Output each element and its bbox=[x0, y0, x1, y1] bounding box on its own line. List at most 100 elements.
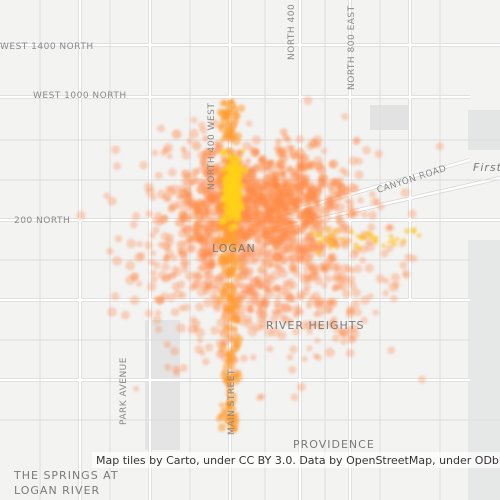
heat-point bbox=[316, 164, 327, 175]
heat-point bbox=[400, 188, 410, 198]
heat-point bbox=[353, 264, 363, 274]
heat-point bbox=[234, 316, 242, 323]
heat-point bbox=[295, 236, 304, 246]
heat-point bbox=[174, 267, 183, 276]
heat-point bbox=[180, 169, 191, 179]
heat-point bbox=[325, 226, 331, 233]
heat-point bbox=[320, 147, 328, 155]
heat-point bbox=[237, 104, 246, 113]
heat-point bbox=[171, 282, 180, 291]
place-label: THE SPRINGS AT bbox=[13, 469, 119, 482]
heat-point bbox=[152, 315, 162, 325]
heat-point bbox=[168, 204, 176, 212]
heat-point bbox=[234, 411, 240, 418]
heat-point bbox=[255, 308, 264, 317]
heat-point bbox=[192, 270, 200, 279]
heat-point bbox=[273, 196, 283, 206]
heat-point bbox=[236, 185, 242, 191]
heat-point bbox=[272, 235, 281, 244]
heat-point bbox=[154, 171, 163, 180]
street-label: WEST 1400 NORTH bbox=[0, 42, 94, 52]
heat-point bbox=[276, 159, 287, 170]
heat-point bbox=[327, 299, 337, 309]
heat-point bbox=[236, 177, 242, 183]
heat-point bbox=[292, 327, 300, 336]
heat-point bbox=[171, 129, 182, 140]
heat-point bbox=[314, 276, 324, 286]
heat-point bbox=[346, 209, 356, 219]
heat-point bbox=[227, 195, 233, 202]
heat-point bbox=[169, 184, 180, 195]
heat-point bbox=[256, 315, 265, 324]
heat-point bbox=[226, 254, 232, 260]
heat-point bbox=[335, 213, 343, 222]
heat-point bbox=[382, 289, 390, 297]
heat-point bbox=[136, 240, 143, 248]
heat-point bbox=[313, 311, 320, 318]
heat-point bbox=[266, 165, 274, 174]
heat-point bbox=[289, 281, 298, 290]
street-label: PARK AVENUE bbox=[119, 357, 129, 425]
heat-point bbox=[249, 354, 257, 361]
heat-point bbox=[137, 251, 146, 261]
heat-point bbox=[348, 267, 356, 274]
heat-point bbox=[262, 273, 272, 283]
heat-point bbox=[411, 229, 416, 234]
heat-point bbox=[145, 210, 154, 218]
heat-point bbox=[107, 196, 117, 206]
heat-points bbox=[76, 95, 444, 434]
heat-point bbox=[317, 322, 325, 331]
heat-point bbox=[216, 260, 224, 268]
heat-point bbox=[277, 285, 288, 296]
heat-point bbox=[312, 299, 321, 308]
heat-point bbox=[176, 323, 186, 333]
heat-point bbox=[289, 264, 297, 272]
heat-point bbox=[346, 305, 356, 315]
heat-point bbox=[185, 234, 195, 244]
heat-point bbox=[265, 187, 275, 197]
heat-point bbox=[290, 393, 299, 402]
heat-point bbox=[230, 336, 238, 344]
heat-point bbox=[265, 289, 275, 299]
heat-point bbox=[228, 307, 236, 315]
heat-point bbox=[226, 397, 233, 404]
heat-point bbox=[203, 297, 213, 308]
heat-point bbox=[246, 120, 253, 127]
heat-point bbox=[227, 154, 235, 161]
heat-point bbox=[364, 263, 374, 273]
heat-point bbox=[222, 100, 228, 106]
heat-point bbox=[156, 297, 164, 305]
heat-point bbox=[182, 225, 193, 236]
heat-point bbox=[221, 314, 227, 320]
heat-point bbox=[280, 224, 287, 232]
heat-point bbox=[391, 238, 396, 243]
heat-point bbox=[321, 282, 328, 289]
heat-point bbox=[340, 338, 347, 346]
heat-point bbox=[360, 295, 371, 305]
heat-point bbox=[195, 302, 204, 312]
heat-point bbox=[225, 272, 233, 280]
heat-point bbox=[326, 307, 333, 314]
heat-point bbox=[281, 303, 292, 314]
heat-point bbox=[320, 264, 328, 272]
heat-point bbox=[312, 221, 321, 229]
heat-point bbox=[275, 308, 283, 315]
attribution-bg bbox=[92, 452, 500, 468]
heat-point bbox=[214, 236, 221, 243]
heat-point bbox=[380, 249, 389, 258]
heat-point bbox=[180, 258, 190, 267]
heat-point bbox=[219, 402, 225, 408]
heat-point bbox=[271, 309, 278, 316]
heat-point bbox=[254, 236, 263, 244]
heat-point bbox=[302, 173, 311, 181]
heat-point bbox=[348, 229, 355, 235]
heat-point bbox=[224, 351, 231, 358]
heat-point bbox=[151, 149, 159, 157]
heat-point bbox=[129, 295, 140, 305]
heat-point bbox=[328, 320, 337, 329]
heat-point bbox=[384, 224, 392, 232]
heat-point bbox=[328, 239, 335, 246]
heat-point bbox=[236, 197, 243, 204]
heat-point bbox=[223, 373, 232, 381]
heat-point bbox=[218, 244, 225, 250]
